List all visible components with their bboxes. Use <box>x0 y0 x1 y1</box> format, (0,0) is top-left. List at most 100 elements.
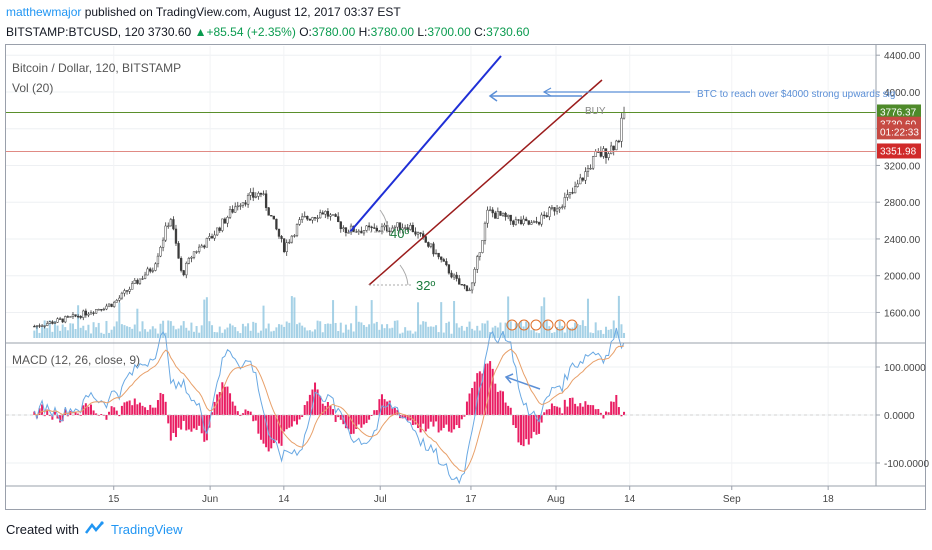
buy-label: BUY <box>585 106 606 117</box>
volume-bar <box>458 327 461 338</box>
macd-histogram-bar <box>115 410 118 415</box>
volume-bar <box>481 323 484 338</box>
macd-histogram-bar <box>620 415 623 417</box>
macd-histogram-bar <box>252 415 255 422</box>
x-tick-label: Sep <box>723 494 741 505</box>
candle-body <box>228 209 232 218</box>
macd-histogram-bar <box>213 401 216 415</box>
price-tag-label: 01:22:33 <box>880 127 919 138</box>
candle-body <box>192 251 196 258</box>
candle-body <box>311 217 314 221</box>
volume-bar <box>445 322 448 338</box>
candle-body <box>463 284 466 287</box>
volume-bar <box>229 323 232 338</box>
candle-body <box>277 228 281 237</box>
volume-bar <box>399 333 402 338</box>
volume-bar <box>334 322 337 338</box>
candle-body <box>555 208 559 212</box>
candle-body <box>306 215 309 220</box>
candle-body <box>316 217 319 219</box>
volume-bar <box>33 330 36 338</box>
volume-bar <box>437 332 440 338</box>
event-marker-icon <box>542 319 554 331</box>
macd-histogram-bar <box>149 404 152 415</box>
volume-bar <box>149 329 152 338</box>
volume-bar <box>517 323 520 338</box>
volume-bar <box>110 329 113 338</box>
macd-histogram-bar <box>61 415 64 422</box>
macd-histogram-bar <box>522 415 525 447</box>
volume-bar <box>396 320 399 338</box>
volume-bar <box>432 326 435 338</box>
close-value: 3730.60 <box>486 25 530 39</box>
volume-bar <box>216 332 219 338</box>
annotation-note: BTC to reach over $4000 strong upwards s… <box>697 89 895 100</box>
macd-histogram-bar <box>612 401 615 415</box>
volume-bar <box>35 325 38 338</box>
candle-body <box>200 245 203 248</box>
candle-body <box>527 220 530 225</box>
candle-body <box>267 207 270 216</box>
macd-histogram-bar <box>53 411 56 415</box>
volume-bar <box>167 320 170 338</box>
macd-y-tick-label: 100.0000 <box>884 363 926 374</box>
candle-body <box>535 221 538 223</box>
volume-bar <box>105 320 108 338</box>
volume-bar <box>90 333 93 338</box>
macd-histogram-bar <box>128 400 131 415</box>
macd-histogram-bar <box>308 394 311 415</box>
candle-body <box>434 252 438 255</box>
volume-bar <box>84 330 87 338</box>
candle-body <box>321 212 324 215</box>
macd-histogram-bar <box>357 415 360 425</box>
chart-grid <box>6 46 876 486</box>
macd-histogram-bar <box>576 406 579 415</box>
macd-histogram-bar <box>584 401 587 415</box>
candle-body <box>79 315 82 318</box>
macd-histogram-bar <box>43 415 46 417</box>
symbol-name: BITSTAMP:BTCUSD, 120 <box>6 25 145 39</box>
candle-body <box>298 219 301 225</box>
macd-histogram-bar <box>599 412 602 415</box>
volume-bar <box>87 324 90 338</box>
macd-line <box>33 327 625 485</box>
volume-bar <box>332 300 335 338</box>
candle-body <box>329 214 332 217</box>
volume-bar <box>373 323 376 338</box>
candle-body <box>607 153 610 159</box>
volume-bar <box>463 330 466 338</box>
candle-body <box>401 227 404 231</box>
candle-body <box>615 140 618 151</box>
low-label: L: <box>417 25 428 39</box>
chart-frame <box>5 44 926 510</box>
y-tick-label: 2800.00 <box>884 198 921 209</box>
volume-bar <box>239 333 242 338</box>
volume-bar <box>244 326 247 338</box>
macd-histogram-bar <box>496 391 499 415</box>
macd-histogram-bar <box>164 401 167 415</box>
volume-bar <box>257 332 260 338</box>
macd-histogram-bar <box>512 415 515 426</box>
candle-body <box>573 186 577 194</box>
macd-histogram-bar <box>334 415 337 422</box>
candle-body <box>476 256 479 270</box>
author-link[interactable]: matthewmajor <box>6 5 82 19</box>
x-tick-label: 14 <box>624 494 636 505</box>
candle-body <box>195 251 198 253</box>
candle-body <box>92 312 95 314</box>
volume-bar <box>465 326 468 338</box>
macd-histogram-bar <box>221 382 224 415</box>
volume-bar <box>190 322 193 338</box>
tradingview-brand[interactable]: TradingView <box>110 522 183 537</box>
low-value: 3700.00 <box>427 25 471 39</box>
volume-bar <box>249 330 252 338</box>
candle-body <box>396 222 399 228</box>
volume-bar <box>393 320 396 338</box>
macd-histogram-bar <box>151 407 154 415</box>
macd-histogram-bar <box>422 415 425 424</box>
macd-histogram-bar <box>442 415 445 428</box>
macd-histogram-bar <box>460 415 463 420</box>
macd-histogram-bar <box>105 415 108 420</box>
macd-histogram-bar <box>561 413 564 415</box>
